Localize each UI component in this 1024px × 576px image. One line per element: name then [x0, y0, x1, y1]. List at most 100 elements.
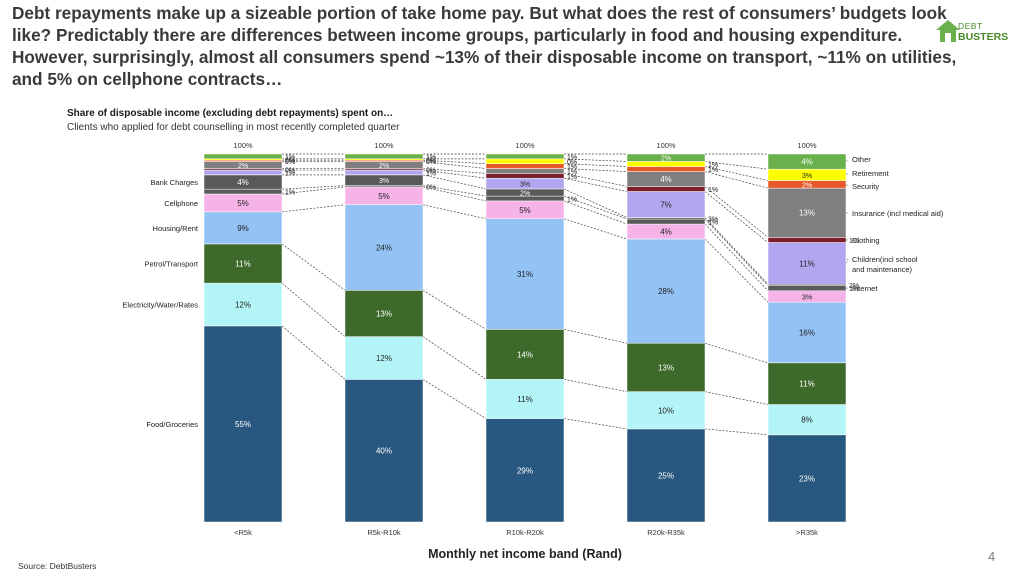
bar-segment-children-incl-school-and-maintenance: [767, 242, 847, 285]
data-label: 1%: [567, 164, 577, 171]
connector-line-cellphone: [704, 223, 769, 292]
bar-segment-housing-rent: [767, 301, 847, 364]
data-label: 0%: [285, 159, 295, 166]
bar-segment-other: [767, 153, 847, 170]
connector-line-children-incl-school-and-maintenance: [563, 177, 628, 192]
data-label: 3%: [379, 178, 389, 185]
bar-segment-children-incl-school-and-maintenance: [203, 169, 283, 176]
data-label: 11%: [517, 395, 532, 404]
connector-line-internet: [563, 195, 628, 220]
data-label: 1%: [567, 154, 577, 161]
data-label: 3%: [802, 294, 812, 301]
bar-segment-retirement: [485, 158, 565, 164]
connector-line-electricity-water-rates: [704, 391, 769, 405]
connector-line-food-groceries: [422, 379, 487, 419]
data-label: 2%: [238, 163, 248, 170]
data-label: 3%: [708, 216, 718, 223]
bar-segment-food-groceries: [626, 428, 706, 523]
debtbusters-logo: DEBT BUSTERS: [934, 18, 1014, 54]
logo-text-busters: BUSTERS: [958, 31, 1009, 43]
bar-segment-insurance-incl-medical-aid: [767, 187, 847, 238]
data-label: 13%: [799, 209, 815, 218]
legends: Food/Groceries Electricity/Water/Rates Pet…: [122, 155, 943, 429]
bar-segment-electricity-water-rates: [344, 336, 424, 380]
bar-segment-petrol-transport: [344, 290, 424, 337]
data-label: 0%: [285, 158, 295, 165]
connector-line-security: [563, 163, 628, 167]
legend-right-internet: Internet: [852, 284, 878, 293]
connector-line-children-incl-school-and-maintenance: [422, 169, 487, 179]
connector-line-petrol-transport: [281, 243, 346, 291]
data-label: 24%: [376, 244, 392, 253]
legend-right-clothing: Clothing: [852, 236, 880, 245]
bar-segment-children-incl-school-and-maintenance: [626, 191, 706, 218]
connector-line-housing-rent: [704, 238, 769, 303]
total-label: 100%: [656, 141, 676, 150]
legend-left-cellphone: Cellphone: [164, 199, 198, 208]
slide-title: Debt repayments make up a sizeable porti…: [12, 3, 957, 89]
bar-segment-insurance-incl-medical-aid: [485, 168, 565, 174]
bar-segment-other: [203, 153, 283, 160]
legend-leader-retirement: [845, 172, 849, 176]
bar-segment-other: [485, 153, 565, 160]
data-label: 0%: [285, 167, 295, 174]
chart-title: Share of disposable income (excluding de…: [67, 108, 394, 119]
connector-lines: [281, 153, 849, 436]
connector-line-internet: [422, 185, 487, 197]
connector-line-cellphone: [422, 186, 487, 202]
total-label: 100%: [233, 141, 253, 150]
data-label: 1%: [708, 187, 718, 194]
connector-line-internet: [704, 218, 769, 286]
data-label: 12%: [376, 354, 392, 363]
data-label: 5%: [378, 192, 390, 201]
legend-right-children-incl-school-and-maintenance: Children(incl school and maintenance): [852, 255, 918, 274]
data-label: 1%: [567, 169, 577, 176]
data-label: 8%: [801, 416, 813, 425]
bar-segment-housing-rent: [485, 218, 565, 330]
connector-line-retirement: [563, 158, 628, 162]
bars: [203, 153, 847, 523]
bar-segment-petrol-transport: [767, 362, 847, 405]
bar-segment-housing-rent: [203, 211, 283, 245]
house-logo-icon: [936, 20, 960, 42]
data-label: 13%: [376, 309, 392, 318]
bar-segment-clothing: [767, 237, 847, 243]
data-label: 14%: [517, 350, 533, 359]
bar-segment-electricity-water-rates: [767, 404, 847, 436]
connector-line-petrol-transport: [704, 342, 769, 364]
data-label: 0%: [426, 167, 436, 174]
legend-leader-other: [845, 158, 849, 162]
data-label: 29%: [517, 466, 533, 475]
data-label: 0%: [426, 158, 436, 165]
connector-line-retirement: [704, 161, 769, 170]
connector-line-bank-charges: [422, 174, 487, 190]
data-label: 11%: [235, 260, 250, 269]
bar-segment-housing-rent: [344, 204, 424, 291]
legend-leader-children-incl-school-and-maintenance: [845, 258, 849, 264]
bar-segment-clothing: [485, 173, 565, 179]
bar-segment-other: [626, 153, 706, 162]
total-label: 100%: [515, 141, 535, 150]
connector-line-food-groceries: [704, 428, 769, 436]
bar-segment-children-incl-school-and-maintenance: [344, 169, 424, 176]
connector-line-internet: [281, 185, 346, 190]
data-label: 1%: [708, 167, 718, 174]
data-label: 7%: [660, 201, 672, 210]
data-label: 1%: [426, 170, 436, 177]
data-label: 9%: [237, 224, 249, 233]
data-label: 1%: [285, 190, 295, 197]
data-label: 5%: [519, 206, 531, 215]
axes: <R5k R5k-R10k R10k-R20k R20k-R35k >R35k Month…: [234, 528, 818, 561]
data-label: 1%: [285, 154, 295, 161]
data-label: 11%: [799, 380, 814, 389]
bar-segment-petrol-transport: [203, 243, 283, 284]
category-label: R10k-R20k: [506, 528, 544, 537]
legend-right-other: Other: [852, 155, 871, 164]
data-label: 2%: [849, 283, 859, 290]
data-label: 4%: [660, 228, 672, 237]
legend-right-retirement: Retirement: [852, 169, 890, 178]
bar-segment-internet: [626, 218, 706, 225]
bar-segment-food-groceries: [344, 379, 424, 523]
page-number: 4: [988, 549, 996, 564]
